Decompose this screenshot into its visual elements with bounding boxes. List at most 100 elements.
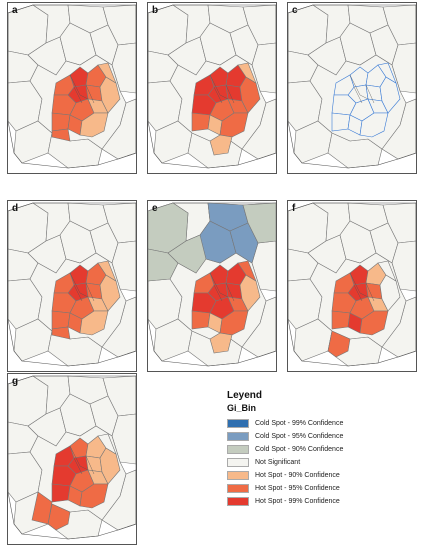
district-region <box>51 483 71 503</box>
map-panel-a: a <box>7 2 137 174</box>
outer-region <box>111 42 136 94</box>
district-region <box>193 272 215 294</box>
territory-outline <box>148 202 276 367</box>
legend-swatch <box>227 483 249 493</box>
territory-outline <box>8 4 136 169</box>
legend-swatch <box>227 457 249 467</box>
district-region <box>85 84 103 102</box>
map-panel-e: e <box>147 200 277 372</box>
district-region <box>193 74 215 96</box>
legend-swatch <box>227 431 249 441</box>
hot-spot-region <box>31 491 53 525</box>
panel-label-b: b <box>152 5 159 16</box>
district-region <box>97 260 117 282</box>
map-panel-g: g <box>7 373 137 545</box>
map-panel-b: b <box>147 2 277 174</box>
district-region <box>53 272 75 294</box>
cold-spot-region <box>167 234 207 274</box>
hot-spot-region <box>327 330 351 358</box>
district-region <box>51 310 71 330</box>
district-region <box>365 282 383 300</box>
map-panel-d: d <box>7 200 137 372</box>
outer-region <box>391 42 416 94</box>
district-region <box>333 272 355 294</box>
panel-label-e: e <box>152 203 158 214</box>
district-region <box>237 260 257 282</box>
legend-label: Not Significant <box>255 458 301 466</box>
panel-label-d: d <box>12 203 19 214</box>
district-region <box>85 282 103 300</box>
legend-swatch <box>227 444 249 454</box>
map-legend: Leyend Gi_Bin Cold Spot - 99% Confidence… <box>227 390 417 510</box>
boundary-line <box>69 74 95 104</box>
cold-spot-region <box>242 202 276 244</box>
hot-spot-region <box>51 326 71 340</box>
boundary-line <box>209 272 235 302</box>
panel-label-c: c <box>292 5 298 16</box>
district-region <box>53 445 75 467</box>
legend-item: Not Significant <box>227 456 417 468</box>
district-region <box>51 112 71 132</box>
outer-region <box>111 240 136 292</box>
territory-outline <box>8 202 136 367</box>
map-g <box>8 374 136 544</box>
district-region <box>79 310 109 336</box>
district-region <box>85 455 103 473</box>
map-f <box>288 201 416 371</box>
district-region <box>237 62 257 84</box>
map-panel-f: f <box>287 200 417 372</box>
map-e <box>148 201 276 371</box>
hot-spot-region <box>209 134 233 156</box>
cold-spot-region <box>229 222 259 264</box>
legend-swatch <box>227 470 249 480</box>
district-region <box>191 310 211 330</box>
boundary-line <box>349 272 375 302</box>
outer-region <box>251 42 276 94</box>
legend-swatch <box>227 496 249 506</box>
legend-label: Hot Spot - 95% Confidence <box>255 484 340 492</box>
district-region <box>225 282 243 300</box>
district-region <box>191 112 211 132</box>
panel-label-a: a <box>12 5 18 16</box>
district-region <box>97 433 117 455</box>
outer-region <box>391 240 416 292</box>
territory-outline <box>148 4 276 169</box>
legend-label: Cold Spot - 99% Confidence <box>255 419 344 427</box>
legend-label: Hot Spot - 90% Confidence <box>255 471 340 479</box>
district-region <box>53 74 75 96</box>
legend-item: Hot Spot - 99% Confidence <box>227 495 417 507</box>
territory-outline <box>288 202 416 367</box>
district-region <box>359 310 389 336</box>
legend-label: Hot Spot - 99% Confidence <box>255 497 340 505</box>
legend-subtitle: Gi_Bin <box>227 403 257 413</box>
legend-label: Cold Spot - 95% Confidence <box>255 432 344 440</box>
legend-swatch <box>227 418 249 428</box>
hot-spot-region <box>51 128 71 142</box>
district-region <box>365 84 383 102</box>
legend-item: Cold Spot - 95% Confidence <box>227 430 417 442</box>
district-region <box>333 74 355 96</box>
outer-region <box>111 413 136 465</box>
district-region <box>377 260 397 282</box>
boundary-line <box>209 74 235 104</box>
district-region <box>225 84 243 102</box>
district-region <box>331 112 351 132</box>
district-region <box>359 112 389 138</box>
territory-outline <box>8 375 136 540</box>
map-a <box>8 3 136 173</box>
cold-spot-region <box>148 248 179 282</box>
district-region <box>377 62 397 84</box>
district-region <box>331 310 351 330</box>
map-d <box>8 201 136 371</box>
legend-label: Cold Spot - 90% Confidence <box>255 445 344 453</box>
boundary-line <box>69 445 95 475</box>
map-panel-c: c <box>287 2 417 174</box>
district-region <box>97 62 117 84</box>
hot-spot-region <box>209 332 233 354</box>
panel-label-f: f <box>292 203 296 214</box>
boundary-line <box>349 74 375 104</box>
territory-outline <box>288 4 416 169</box>
legend-item: Cold Spot - 90% Confidence <box>227 443 417 455</box>
map-c <box>288 3 416 173</box>
panel-label-g: g <box>12 376 19 387</box>
